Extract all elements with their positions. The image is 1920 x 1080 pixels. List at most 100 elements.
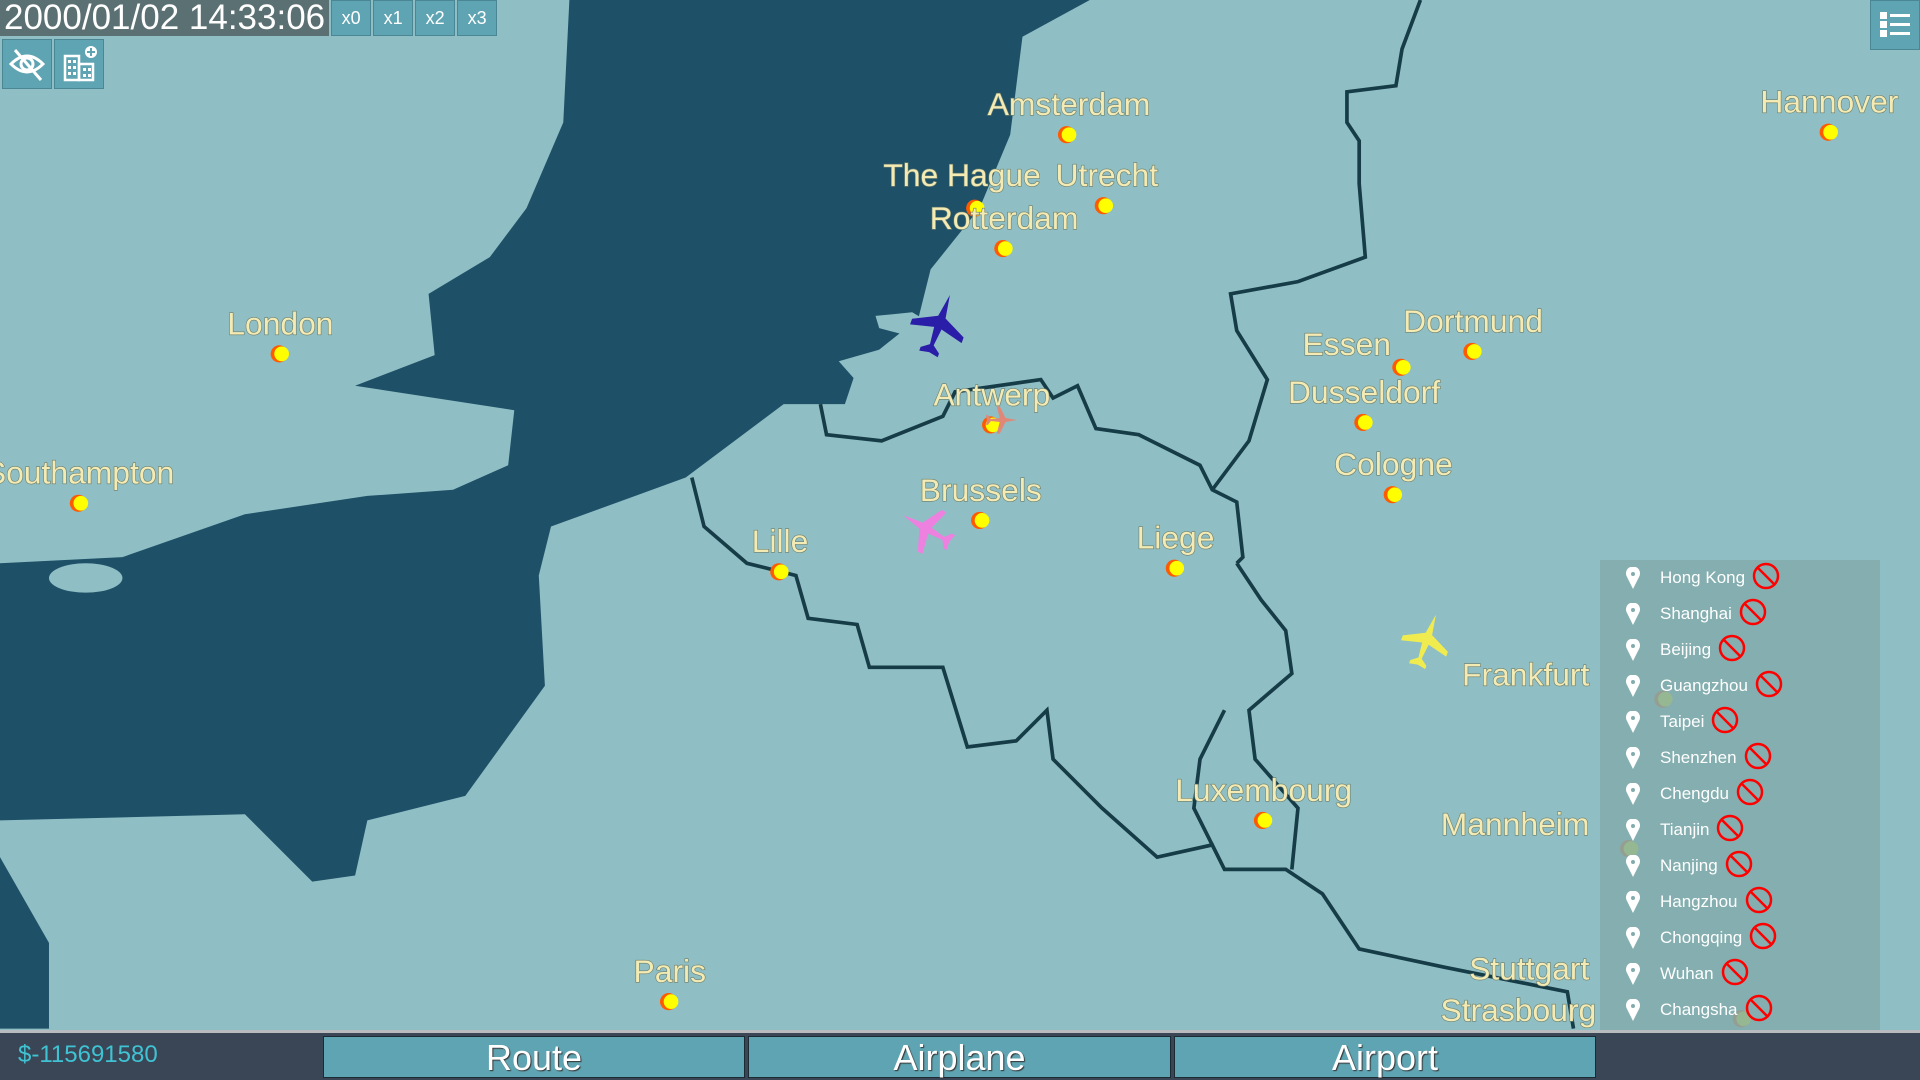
prohibited-icon[interactable] [1724,849,1754,884]
building-add-icon [63,46,97,82]
prohibited-icon[interactable] [1717,633,1747,668]
city-label: Cologne [1334,446,1453,482]
speed-x0-button[interactable]: x0 [331,0,372,36]
city-list-item[interactable]: Shenzhen [1600,740,1773,776]
game-clock: 2000/01/02 14:33:06 [0,0,330,36]
city-list-name: Chengdu [1660,784,1730,803]
city-marker[interactable]: Utrecht [1055,157,1159,215]
menu-button[interactable] [1870,0,1920,50]
city-marker[interactable]: Dortmund [1403,302,1544,360]
city-list-item[interactable]: Shanghai [1600,596,1768,632]
city-list-item[interactable]: Taipei [1600,704,1740,740]
island [838,348,931,386]
city-list-item[interactable]: Hangzhou [1600,884,1774,920]
tab-airport[interactable]: Airport [1174,1036,1596,1078]
speed-x1-button[interactable]: x1 [373,0,414,36]
prohibited-icon[interactable] [1743,741,1773,776]
prohibited-icon[interactable] [1744,885,1774,920]
toggle-visibility-button[interactable] [2,39,52,89]
city-marker[interactable]: Amsterdam [987,85,1151,144]
city-list-name: Chongqing [1660,928,1743,947]
city-list-item[interactable]: Chengdu [1600,776,1765,812]
city-label: Luxembourg [1175,772,1352,808]
city-list-item[interactable]: Wuhan [1600,956,1750,992]
prohibited-icon[interactable] [1738,597,1768,632]
city-dot [1098,198,1114,214]
city-list-item[interactable]: Guangzhou [1600,668,1784,704]
speed-x3-button[interactable]: x3 [457,0,498,36]
borders [690,0,1576,1029]
city-dot [1257,813,1273,828]
city-label: Frankfurt [1462,657,1590,693]
isle-of-wight [48,563,123,593]
city-marker[interactable]: The Hague [883,157,1041,217]
city-marker[interactable]: Paris [633,952,707,1011]
city-marker[interactable]: Hannover [1760,83,1899,141]
airplane-icon[interactable] [903,286,976,364]
city-marker[interactable]: Rotterdam [929,199,1079,258]
city-marker[interactable]: Dusseldorf [1287,373,1441,432]
airplane-icon[interactable] [1395,606,1459,674]
city-dot [274,346,289,362]
city-label: London [227,305,333,341]
speed-x2-button[interactable]: x2 [415,0,456,36]
city-list-item[interactable]: Beijing [1600,632,1747,668]
map-pin-icon [1618,999,1648,1021]
city-marker[interactable]: Antwerp [933,376,1051,434]
city-list-item[interactable]: Tianjin [1600,812,1745,848]
city-dot [1357,415,1373,430]
city-list-item[interactable]: Nanjing [1600,848,1754,884]
map-pin-icon [1618,567,1648,589]
city-list-item[interactable]: Chongqing [1600,920,1778,956]
city-label: The Hague [883,157,1040,193]
city-marker[interactable]: Cologne [1334,445,1453,504]
prohibited-icon[interactable] [1748,921,1778,956]
prohibited-icon[interactable] [1735,777,1765,812]
city-marker[interactable]: London [227,305,334,363]
map-pin-icon [1618,963,1648,985]
map-pin-icon [1618,855,1648,877]
city-marker[interactable]: Lille [751,523,809,581]
city-marker[interactable]: Stuttgart [1468,950,1752,1028]
city-marker[interactable]: Luxembourg [1175,771,1353,829]
city-label: Stuttgart [1469,951,1589,987]
city-marker[interactable]: Brussels [919,471,1042,529]
city-list-item[interactable]: Hong Kong [1600,560,1781,596]
city-label: Essen [1303,326,1391,362]
prohibited-icon[interactable] [1744,993,1774,1028]
map-pin-icon [1618,675,1648,697]
map-pin-icon [1618,891,1648,913]
city-marker[interactable]: Southampton [0,454,175,512]
city-marker[interactable]: Liege [1136,519,1215,577]
city-marker[interactable]: Essen [1302,325,1411,376]
city-dot [1061,127,1077,143]
city-marker[interactable]: Mannheim [1440,805,1639,858]
city-label: Rotterdam [930,200,1079,236]
add-building-button[interactable] [54,39,104,89]
eye-slash-icon [8,49,46,81]
city-dot [974,513,990,528]
city-marker[interactable]: Strasbourg [1440,992,1597,1065]
city-marker[interactable]: Frankfurt [1461,656,1673,708]
city-list-name: Hangzhou [1660,892,1738,911]
prohibited-icon[interactable] [1751,561,1781,596]
money-balance: $-115691580 [18,1041,158,1068]
airplane-icon[interactable] [891,494,963,563]
map-pin-icon [1618,603,1648,625]
prohibited-icon[interactable] [1715,813,1745,848]
city-dot [997,241,1013,256]
map-pin-icon [1618,819,1648,841]
prohibited-icon[interactable] [1710,705,1740,740]
prohibited-icon[interactable] [1754,669,1784,704]
city-label: Paris [634,953,707,989]
prohibited-icon[interactable] [1720,957,1750,992]
island [875,312,943,337]
city-list-name: Hong Kong [1660,568,1746,587]
city-list-name: Shanghai [1660,604,1732,623]
city-list-item[interactable]: Changsha [1600,992,1774,1028]
tab-route[interactable]: Route [323,1036,745,1078]
tab-airplane[interactable]: Airplane [748,1036,1171,1078]
sea [0,0,1090,1029]
airplane-icon[interactable] [985,406,1018,434]
